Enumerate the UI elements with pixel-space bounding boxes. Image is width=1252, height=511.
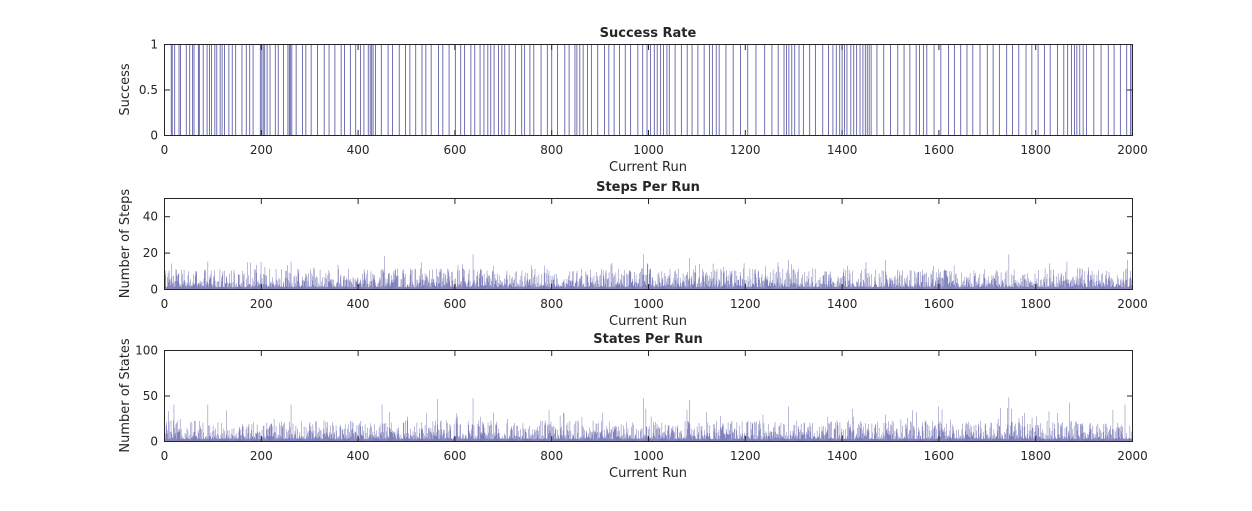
y-tick-label: 1 [150,38,158,52]
x-tick-label: 0 [161,297,169,311]
y-tick-label: 100 [135,344,158,358]
y-axis-label: Success [118,63,133,116]
x-tick-label: 600 [443,297,466,311]
x-tick-label: 2000 [1117,143,1148,157]
x-tick-label: 1600 [924,143,955,157]
y-tick-label: 0 [150,435,158,449]
y-axis-label: Number of States [118,338,133,452]
x-tick-label: 1200 [730,297,761,311]
axes-frame [164,198,1133,290]
x-axis-label: Current Run [609,314,687,329]
x-tick-label: 1600 [924,297,955,311]
x-tick-label: 1400 [827,449,858,463]
x-tick-label: 0 [161,143,169,157]
subplot-3: 0 200 400 600 800 1000 1200 1400 1600 1800 2000 0 50… [118,332,1148,481]
y-tick-label: 50 [143,389,158,403]
x-tick-label: 2000 [1117,449,1148,463]
y-tick-label: 0 [150,129,158,143]
x-tick-label: 1200 [730,143,761,157]
x-tick-label: 2000 [1117,297,1148,311]
y-tick-label: 20 [143,246,158,260]
y-tick-label: 0 [150,283,158,297]
x-tick-label: 600 [443,143,466,157]
x-tick-label: 600 [443,449,466,463]
x-tick-label: 200 [250,449,273,463]
x-tick-label: 800 [540,449,563,463]
x-tick-label: 1800 [1020,297,1051,311]
x-tick-label: 0 [161,449,169,463]
x-tick-label: 1000 [633,143,664,157]
y-axis-label: Number of Steps [118,189,133,299]
axes-frame [164,44,1133,136]
x-tick-label: 1000 [633,449,664,463]
y-tick-label: 40 [143,210,158,224]
x-tick-label: 200 [250,297,273,311]
x-tick-label: 1400 [827,297,858,311]
bar-series [164,254,1133,289]
x-tick-label: 800 [540,297,563,311]
chart-title: Success Rate [600,26,697,41]
chart-title: Steps Per Run [596,180,700,195]
x-axis-label: Current Run [609,160,687,175]
x-tick-label: 800 [540,143,563,157]
x-tick-label: 400 [347,449,370,463]
x-tick-label: 1200 [730,449,761,463]
bar-series [170,44,1133,135]
x-tick-label: 1000 [633,297,664,311]
subplot-1: 0 200 400 600 800 1000 1200 1400 1600 1800 2000 0 0.… [118,26,1148,175]
x-tick-label: 1400 [827,143,858,157]
bar-series [164,397,1133,441]
y-tick-label: 0.5 [139,83,158,97]
subplot-2: 0 200 400 600 800 1000 1200 1400 1600 1800 2000 0 20… [118,180,1148,329]
chart-title: States Per Run [593,332,702,347]
x-tick-label: 200 [250,143,273,157]
x-axis-label: Current Run [609,466,687,481]
x-tick-label: 1800 [1020,449,1051,463]
x-tick-label: 400 [347,297,370,311]
x-tick-label: 400 [347,143,370,157]
x-tick-label: 1800 [1020,143,1051,157]
x-tick-label: 1600 [924,449,955,463]
